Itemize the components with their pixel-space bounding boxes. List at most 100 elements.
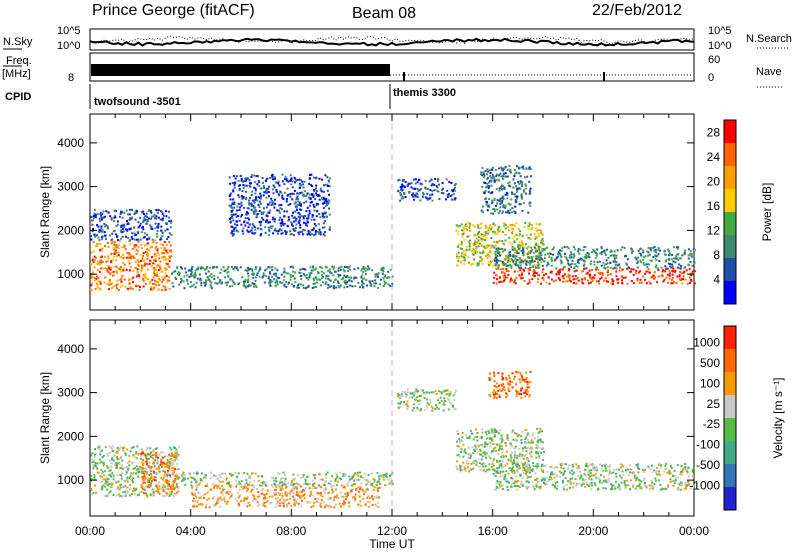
power-echo-cell [133,234,136,237]
velocity-echo-cell [102,462,105,464]
velocity-echo-cell [444,404,447,406]
power-echo-cell [253,186,256,189]
power-echo-cell [499,229,502,232]
velocity-echo-cell [312,484,315,487]
power-echo-cell [283,191,286,194]
power-echo-cell [302,186,305,189]
velocity-echo-cell [139,468,142,471]
power-echo-cell [528,180,531,183]
velocity-echo-cell [145,492,147,495]
power-echo-cell [604,253,607,256]
power-echo-cell [189,285,192,288]
power-echo-cell [488,254,490,257]
power-echo-cell [271,199,274,202]
velocity-echo-cell [348,475,351,478]
power-echo-cell [519,203,522,206]
power-echo-cell [622,276,625,279]
velocity-echo-cell [142,477,144,480]
power-echo-cell [570,253,573,256]
power-echo-cell [484,226,487,229]
power-echo-cell [285,198,288,201]
velocity-echo-cell [319,502,322,505]
power-echo-cell [540,257,543,260]
power-echo-cell [675,282,678,284]
power-echo-cell [568,275,570,278]
power-echo-cell [582,270,585,273]
velocity-echo-cell [425,404,428,407]
power-echo-cell [488,198,491,200]
velocity-echo-cell [312,474,315,477]
velocity-echo-cell [152,488,155,491]
power-echo-cell [519,233,521,236]
power-echo-cell [413,187,416,190]
power-echo-cell [255,214,258,217]
power-echo-cell [490,244,493,247]
power-echo-cell [232,175,235,177]
power-echo-cell [494,169,497,171]
power-echo-cell [150,286,153,289]
power-echo-cell [350,276,353,279]
power-echo-cell [552,253,555,256]
velocity-echo-cell [198,492,201,495]
power-echo-cell [120,225,123,228]
power-echo-cell [154,248,157,251]
power-echo-cell [573,266,576,269]
velocity-echo-cell [270,501,273,504]
power-echo-cell [251,190,253,193]
power-echo-cell [529,252,532,255]
power-echo-cell [586,271,589,274]
velocity-echo-cell [320,499,323,502]
power-echo-cell [200,284,203,287]
power-echo-cell [290,177,293,180]
power-echo-cell [648,280,651,283]
velocity-echo-cell [363,473,366,475]
power-echo-cell [650,259,653,262]
power-echo-cell [271,225,274,228]
velocity-echo-cell [377,487,380,490]
power-echo-cell [527,250,530,253]
power-echo-cell [103,281,106,284]
power-echo-cell [199,279,202,282]
power-ytick-label: 1000 [57,267,84,281]
velocity-echo-cell [132,481,134,483]
power-echo-cell [486,176,489,179]
power-echo-cell [146,263,149,266]
power-echo-cell [266,190,269,193]
power-echo-cell [203,281,206,284]
power-echo-cell [126,223,129,225]
power-echo-cell [290,183,293,186]
power-echo-cell [96,275,98,278]
power-echo-cell [560,256,563,258]
power-echo-cell [114,246,117,249]
velocity-echo-cell [217,497,220,500]
velocity-echo-cell [160,487,163,490]
power-echo-cell [357,267,360,270]
power-echo-cell [491,169,494,171]
velocity-echo-cell [359,486,362,489]
velocity-echo-cell [158,485,161,488]
velocity-echo-cell [145,472,148,475]
power-echo-cell [679,257,682,260]
power-echo-cell [104,276,107,279]
power-echo-cell [293,220,296,223]
power-echo-cell [589,263,592,265]
power-echo-cell [307,221,309,224]
power-echo-cell [504,204,507,207]
power-echo-cell [302,195,305,197]
velocity-echo-cell [204,493,207,496]
power-echo-cell [142,210,145,213]
velocity-echo-cell [349,476,352,479]
power-echo-cell [463,238,466,241]
power-echo-cell [132,269,135,272]
power-echo-cell [263,281,266,284]
power-echo-cell [486,245,489,248]
power-echo-cell [524,184,527,187]
power-echo-cell [610,273,612,276]
power-echo-cell [613,260,616,263]
velocity-echo-cell [218,474,221,476]
velocity-echo-cell [398,394,401,397]
power-echo-cell [566,245,569,248]
velocity-echo-cell [285,493,288,495]
velocity-echo-cell [141,466,144,469]
velocity-echo-cell [450,402,453,405]
